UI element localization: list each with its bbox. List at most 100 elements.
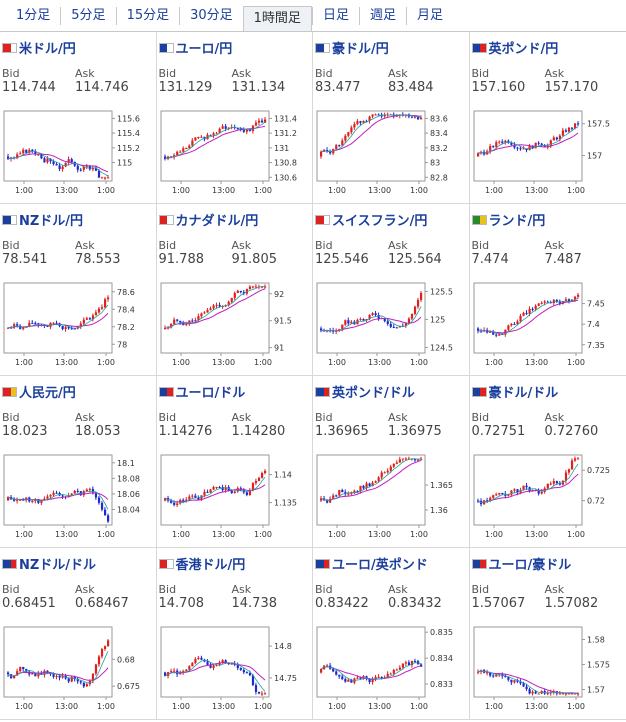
candle-body [570,299,573,302]
candle-body [37,154,40,156]
candle-body [420,664,423,667]
candle-body [524,148,528,151]
x-tick-label: 1:00 [328,702,346,711]
rate-card: ユーロ/円 Bid Ask 131.129 131.134 131.4 131.2 131 13… [156,32,313,204]
candle-body [43,498,46,500]
pair-link[interactable]: ユーロ/豪ドル [471,554,571,573]
candle-body [248,672,251,676]
candle-body [184,669,187,672]
candle-body [16,154,19,159]
candle-body [260,473,263,478]
moving-average-line-short [320,114,422,153]
candle-body [251,286,254,288]
pair-link[interactable]: ランド/円 [471,210,545,229]
y-tick-label: 78 [117,340,127,349]
flag-icon [2,214,17,225]
rate-card: ランド/円 Bid Ask 7.474 7.487 7.45 7.4 7.35 1:00 13:0… [469,204,626,376]
candle-body [491,331,494,335]
ask-label: Ask [75,239,95,252]
candle-body [500,141,503,143]
tab-6[interactable]: 週足 [358,6,406,25]
pair-name: 豪ドル/円 [332,42,389,57]
candle-body [392,326,395,328]
candle-body [573,458,576,461]
candle-body [163,327,166,329]
candle-body [341,324,344,330]
price-chart[interactable]: 14.8 14.75 1:00 13:00 1:00 [157,623,313,715]
y-tick-label: 7.35 [587,341,605,350]
pair-link[interactable]: ユーロ/円 [158,38,232,57]
pair-link[interactable]: 豪ドル/ドル [471,382,558,401]
y-tick-label: 92 [274,290,284,299]
price-chart[interactable]: 1.14 1.135 1:00 13:00 1:00 [157,451,313,543]
x-tick-label: 1:00 [97,358,115,367]
tab-4[interactable]: 1時間足 [242,6,312,31]
candle-body [374,676,377,680]
candle-body [88,318,92,320]
ask-value: 131.134 [231,80,286,95]
pair-link[interactable]: カナダドル/円 [158,210,258,229]
candle-body [257,691,260,694]
price-chart[interactable]: 0.835 0.834 0.833 1:00 13:00 1:00 [313,623,469,715]
candle-body [506,677,510,680]
tab-1[interactable]: 5分足 [60,6,115,25]
pair-link[interactable]: 香港ドル/円 [158,554,245,573]
candle-body [326,665,329,667]
price-chart[interactable]: 18.1 18.08 18.06 18.04 1:00 13:00 1:00 [0,451,156,543]
candle-body [543,145,546,148]
flag-icon [315,214,330,225]
rate-card: NZドル/ドル Bid Ask 0.68451 0.68467 0.68 0.675 1:00… [0,548,157,720]
price-chart[interactable]: 115.6 115.4 115.2 115 1:00 13:00 1:00 [0,107,156,199]
ask-value: 0.68467 [75,596,129,611]
candle-body [187,496,190,500]
bid-label: Bid [471,583,490,596]
ask-label: Ask [388,67,408,80]
pair-link[interactable]: ユーロ/ドル [158,382,245,401]
candle-body [506,494,510,496]
candle-body [218,128,221,134]
candle-body [100,307,104,309]
pair-link[interactable]: 米ドル/円 [2,38,76,57]
candle-body [254,122,257,126]
ask-label: Ask [75,411,95,424]
candle-body [199,136,203,138]
pair-link[interactable]: NZドル/円 [2,210,83,229]
candle-body [546,301,549,303]
pair-link[interactable]: 豪ドル/円 [315,38,389,57]
bid-label: Bid [471,239,490,252]
pair-link[interactable]: ユーロ/英ポンド [315,554,428,573]
pair-link[interactable]: NZドル/ドル [2,554,96,573]
ask-value: 125.564 [388,252,442,267]
price-chart[interactable]: 7.457.47.351:00 13:00 1:00 [470,279,626,371]
flag-icon [158,42,174,53]
tab-2[interactable]: 15分足 [115,6,180,25]
pair-link[interactable]: スイスフラン/円 [315,210,427,229]
rate-card: 米ドル/円 Bid Ask 114.744 114.746 115.6 115.4 115.2… [0,32,157,204]
tab-0[interactable]: 1分足 [16,7,51,23]
tab-7[interactable]: 月足 [405,6,453,25]
x-tick-label: 13:00 [525,702,548,711]
pair-link[interactable]: 英ポンド/円 [471,38,558,57]
pair-link[interactable]: 英ポンド/ドル [315,382,415,401]
pair-name: 英ポンド/ドル [332,386,415,401]
price-chart[interactable]: 0.725 0.72 1:00 13:00 1:00 [470,451,626,543]
candle-body [7,497,10,501]
ask-label: Ask [544,411,565,424]
tab-5[interactable]: 日足 [311,6,359,25]
candle-body [55,164,58,166]
tab-3[interactable]: 30分足 [179,6,243,25]
chart-frame [3,454,113,526]
price-chart[interactable]: 1.365 1.36 1:00 13:00 1:00 [313,451,469,543]
price-chart[interactable]: 0.68 0.675 1:00 13:00 1:00 [0,623,156,715]
candle-body [205,310,209,313]
candle-body [211,665,215,668]
pair-link[interactable]: 人民元/円 [2,382,76,401]
ask-value: 14.738 [231,596,278,611]
price-chart[interactable]: 157.5 157 1:00 13:00 1:00 [470,107,626,199]
